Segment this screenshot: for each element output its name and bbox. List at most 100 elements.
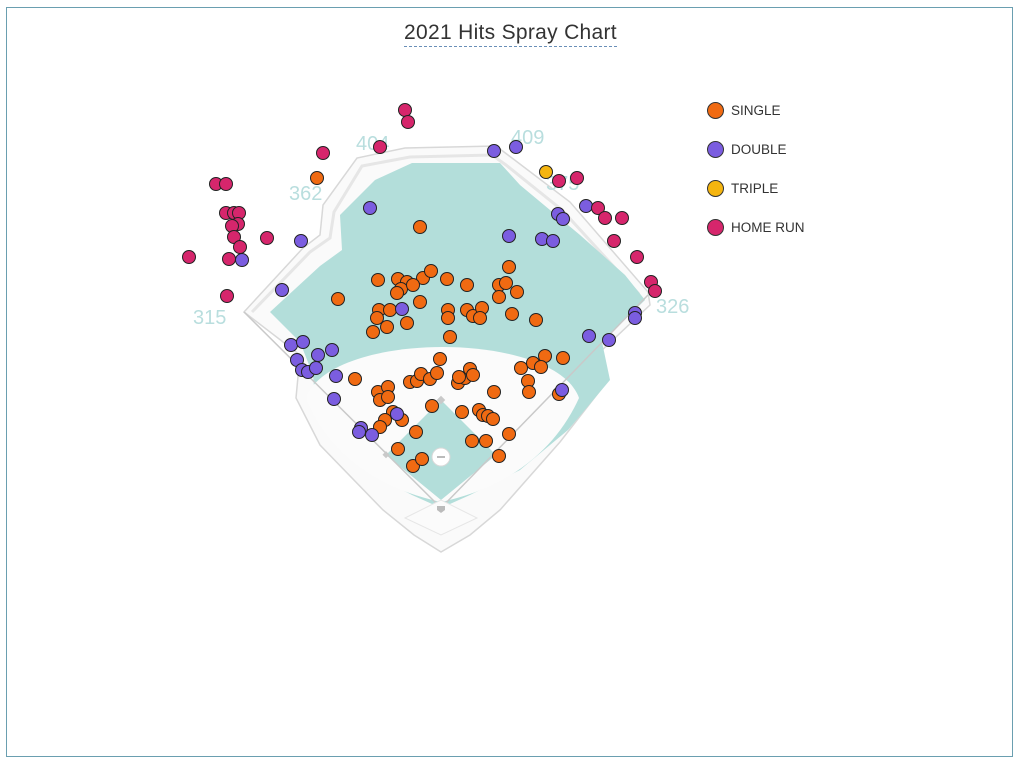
hit-point-home-run[interactable]	[222, 252, 236, 266]
hit-point-home-run[interactable]	[373, 140, 387, 154]
hit-point-single[interactable]	[510, 285, 524, 299]
hit-point-home-run[interactable]	[552, 174, 566, 188]
hit-point-single[interactable]	[465, 434, 479, 448]
hit-point-double[interactable]	[509, 140, 523, 154]
hit-point-single[interactable]	[522, 385, 536, 399]
hit-point-single[interactable]	[473, 311, 487, 325]
hit-point-home-run[interactable]	[220, 289, 234, 303]
hit-point-double[interactable]	[275, 283, 289, 297]
hit-point-home-run[interactable]	[398, 103, 412, 117]
hit-point-double[interactable]	[546, 234, 560, 248]
hit-point-single[interactable]	[390, 286, 404, 300]
hit-point-single[interactable]	[310, 171, 324, 185]
second-base	[436, 395, 446, 405]
hit-point-single[interactable]	[331, 292, 345, 306]
hit-point-home-run[interactable]	[615, 211, 629, 225]
hit-point-single[interactable]	[443, 330, 457, 344]
hit-point-single[interactable]	[502, 260, 516, 274]
hit-point-double[interactable]	[487, 144, 501, 158]
hit-point-single[interactable]	[486, 412, 500, 426]
fence-distance-left-center: 362	[289, 183, 322, 205]
hit-point-single[interactable]	[381, 390, 395, 404]
legend-item-triple[interactable]: TRIPLE	[707, 169, 805, 208]
hit-point-home-run[interactable]	[648, 284, 662, 298]
hit-point-home-run[interactable]	[401, 115, 415, 129]
hit-point-triple[interactable]	[539, 165, 553, 179]
hit-point-single[interactable]	[391, 442, 405, 456]
hit-point-double[interactable]	[579, 199, 593, 213]
hit-point-single[interactable]	[433, 352, 447, 366]
hit-point-single[interactable]	[413, 220, 427, 234]
hit-point-single[interactable]	[514, 361, 528, 375]
hit-point-single[interactable]	[441, 311, 455, 325]
hit-point-single[interactable]	[413, 295, 427, 309]
legend-item-double[interactable]: DOUBLE	[707, 130, 805, 169]
hit-point-home-run[interactable]	[570, 171, 584, 185]
hit-point-single[interactable]	[505, 307, 519, 321]
third-base	[382, 451, 390, 459]
home-run-marker-icon	[707, 219, 724, 236]
hit-point-single[interactable]	[499, 276, 513, 290]
hit-point-home-run[interactable]	[219, 177, 233, 191]
hit-point-home-run[interactable]	[260, 231, 274, 245]
hit-point-double[interactable]	[284, 338, 298, 352]
hit-point-single[interactable]	[425, 399, 439, 413]
hit-point-single[interactable]	[487, 385, 501, 399]
hit-point-home-run[interactable]	[316, 146, 330, 160]
hit-point-home-run[interactable]	[598, 211, 612, 225]
hit-point-double[interactable]	[352, 425, 366, 439]
hit-point-single[interactable]	[348, 372, 362, 386]
hit-point-double[interactable]	[365, 428, 379, 442]
hit-point-single[interactable]	[534, 360, 548, 374]
hit-point-single[interactable]	[502, 427, 516, 441]
hit-point-double[interactable]	[309, 361, 323, 375]
hit-point-double[interactable]	[311, 348, 325, 362]
legend-item-home-run[interactable]: HOME RUN	[707, 208, 805, 247]
hit-point-single[interactable]	[455, 405, 469, 419]
hit-point-double[interactable]	[327, 392, 341, 406]
hit-point-single[interactable]	[400, 316, 414, 330]
hit-point-single[interactable]	[460, 278, 474, 292]
hit-point-double[interactable]	[602, 333, 616, 347]
hit-point-double[interactable]	[555, 383, 569, 397]
hit-point-single[interactable]	[424, 264, 438, 278]
hit-point-single[interactable]	[383, 303, 397, 317]
hit-point-double[interactable]	[628, 311, 642, 325]
hit-point-single[interactable]	[479, 434, 493, 448]
hit-point-single[interactable]	[529, 313, 543, 327]
hit-point-double[interactable]	[363, 201, 377, 215]
legend-item-single[interactable]: SINGLE	[707, 91, 805, 130]
hit-point-single[interactable]	[440, 272, 454, 286]
hit-point-single[interactable]	[430, 366, 444, 380]
hit-point-double[interactable]	[502, 229, 516, 243]
hit-point-double[interactable]	[325, 343, 339, 357]
home-plate	[437, 506, 445, 513]
hit-point-double[interactable]	[390, 407, 404, 421]
hit-point-single[interactable]	[366, 325, 380, 339]
hit-point-single[interactable]	[370, 311, 384, 325]
hit-point-single[interactable]	[556, 351, 570, 365]
hit-point-double[interactable]	[395, 302, 409, 316]
hit-point-home-run[interactable]	[630, 250, 644, 264]
hit-point-single[interactable]	[371, 273, 385, 287]
hit-point-double[interactable]	[296, 335, 310, 349]
hit-point-single[interactable]	[415, 452, 429, 466]
hit-point-double[interactable]	[556, 212, 570, 226]
hit-point-double[interactable]	[294, 234, 308, 248]
hit-point-single[interactable]	[380, 320, 394, 334]
hit-point-single[interactable]	[466, 368, 480, 382]
hit-point-double[interactable]	[582, 329, 596, 343]
hit-point-home-run[interactable]	[591, 201, 605, 215]
home-plate-area	[403, 499, 479, 536]
hit-point-double[interactable]	[329, 369, 343, 383]
hit-point-single[interactable]	[406, 278, 420, 292]
hit-point-home-run[interactable]	[233, 240, 247, 254]
hit-point-home-run[interactable]	[182, 250, 196, 264]
hit-point-single[interactable]	[492, 449, 506, 463]
hit-point-single[interactable]	[409, 425, 423, 439]
hit-point-single[interactable]	[452, 370, 466, 384]
hit-point-double[interactable]	[235, 253, 249, 267]
pitching-rubber	[437, 456, 445, 458]
hit-point-single[interactable]	[492, 290, 506, 304]
hit-point-home-run[interactable]	[607, 234, 621, 248]
